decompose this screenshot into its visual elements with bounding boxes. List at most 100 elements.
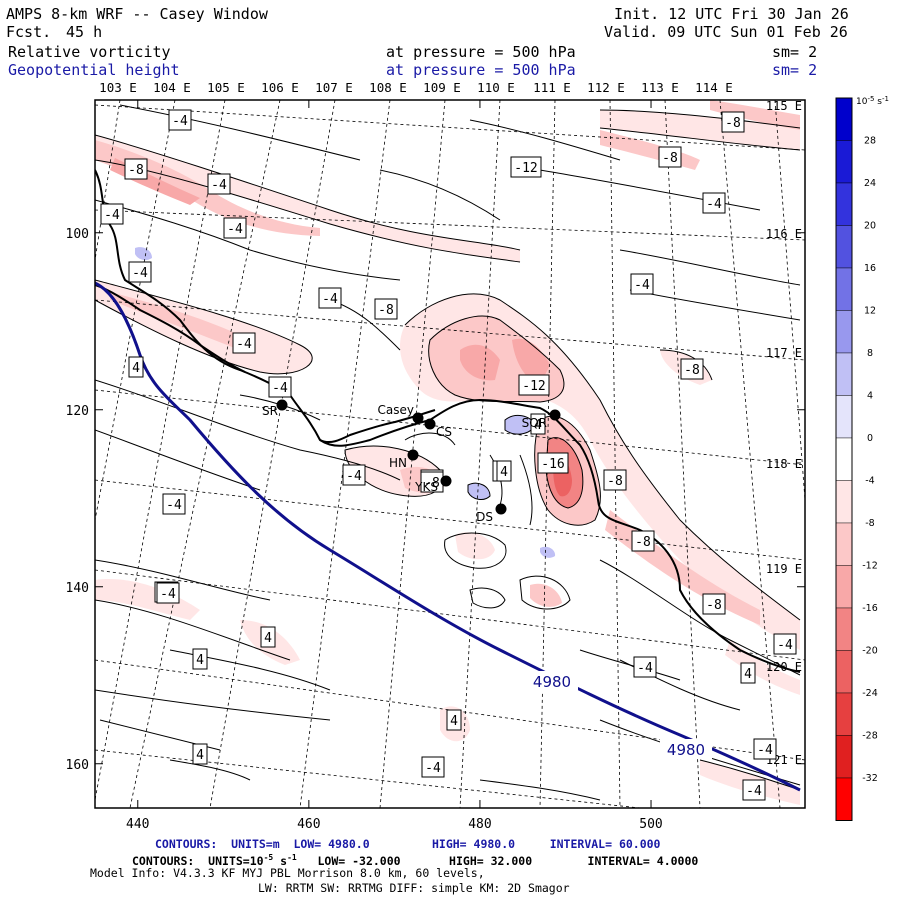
- longitude-label-top: 109 E: [423, 80, 461, 95]
- contour-label-text: -4: [637, 661, 653, 676]
- contour-label-text: -8: [128, 163, 144, 178]
- contour-label-text: -12: [522, 379, 545, 394]
- station-label: CS: [436, 425, 452, 439]
- footer-line2-low: LOW= -32.000: [317, 853, 401, 868]
- footer-line1-interval: INTERVAL= 60.000: [549, 837, 661, 851]
- contour-label-text: -4: [322, 292, 338, 307]
- contour-label-box: -4: [633, 656, 657, 678]
- contour-label-box: -8: [420, 471, 444, 493]
- footer-line2-units-exp: -5: [263, 853, 274, 862]
- footer-line1: CONTOURS: UNITS=m LOW= 4980.0 HIGH= 4980…: [155, 838, 660, 850]
- contour-label-box: 4: [446, 709, 462, 731]
- contour-label-text: -4: [746, 784, 762, 799]
- colorbar-tick-label: -32: [862, 773, 878, 784]
- longitude-label-right: 119 E: [766, 562, 802, 576]
- station-marker: [440, 475, 452, 487]
- x-tick-label: 480: [468, 817, 491, 832]
- contour-label-text: 4: [744, 667, 752, 682]
- colorbar-segment: [835, 480, 853, 524]
- contour-label-box: -4: [168, 109, 192, 131]
- colorbar-tick-label: 4: [867, 391, 873, 402]
- contour-label-box: 4: [530, 413, 546, 435]
- colorbar-segment: [835, 437, 853, 481]
- colorbar-segment: [835, 395, 853, 439]
- contour-label-text: -4: [211, 178, 227, 193]
- contour-label-box: -4: [753, 738, 777, 760]
- colorbar-segment: [835, 182, 853, 226]
- colorbar-tick-label: 12: [864, 306, 876, 317]
- plot-frame: [94, 99, 806, 809]
- contour-label-text: 4: [534, 418, 542, 433]
- field2-sm: sm= 2: [772, 61, 818, 79]
- longitude-label-right: 117 E: [766, 346, 802, 360]
- longitude-label-top: 114 E: [695, 80, 733, 95]
- footer-line2-high: HIGH= 32.000: [449, 853, 533, 868]
- contour-label-box: -8: [702, 593, 726, 615]
- contour-label-box: -12: [518, 374, 550, 396]
- colorbar-tick-label: 20: [864, 221, 876, 232]
- longitude-label-top: 103 E: [99, 80, 137, 95]
- chart-title: AMPS 8-km WRF -- Casey Window: [6, 5, 268, 23]
- contour-label-box: -4: [268, 376, 292, 398]
- contour-label-text: -4: [346, 469, 362, 484]
- footer-line2-units-exp2: -1: [287, 853, 297, 862]
- colorbar-segment: [835, 565, 853, 609]
- station-label: YKS: [414, 480, 438, 494]
- x-tick-label: 440: [126, 817, 149, 832]
- contour-label-box: -4: [223, 217, 247, 239]
- contour-label-text: -4: [236, 337, 252, 352]
- longitude-label-top: 106 E: [261, 80, 299, 95]
- longitude-label-top: 113 E: [641, 80, 679, 95]
- footer-line2-interval: INTERVAL= 4.0000: [587, 853, 699, 868]
- longitude-label-right: 116 E: [766, 227, 802, 241]
- field2-name: Geopotential height: [8, 61, 180, 79]
- colorbar-tick-label: -24: [862, 688, 878, 699]
- colorbar-tick-label: 28: [864, 136, 876, 147]
- footer-line1-high: HIGH= 4980.0: [431, 837, 516, 851]
- contour-label-text: -8: [424, 476, 440, 491]
- contour-label-text: -4: [104, 208, 120, 223]
- contour-label-text: -4: [634, 278, 650, 293]
- contour-label-box: 4: [128, 356, 144, 378]
- contour-label-text: 4: [132, 361, 140, 376]
- contour-label-box: -4: [207, 173, 231, 195]
- footer-line2-label: CONTOURS:: [132, 853, 195, 868]
- colorbar-segment: [835, 225, 853, 269]
- colorbar-frame: [835, 97, 853, 821]
- contour-label-text: -4: [425, 761, 441, 776]
- contour-label-text: -4: [757, 743, 773, 758]
- contour-label-box: -8: [374, 298, 398, 320]
- footer-line2: CONTOURS: UNITS=10-5 s-1 LOW= -32.000 HI…: [132, 852, 698, 867]
- longitude-label-top: 107 E: [315, 80, 353, 95]
- y-tick-label: 140: [66, 581, 89, 596]
- station-label: HN: [389, 456, 407, 470]
- station-marker: [495, 503, 507, 515]
- contour-label-text: -4: [160, 587, 176, 602]
- contour-label-text: -4: [272, 381, 288, 396]
- contour-label-box: -4: [100, 203, 124, 225]
- height-contour-label: 4980: [533, 673, 571, 691]
- station-marker: [424, 418, 436, 430]
- contour-label-box: -4: [128, 261, 152, 283]
- fcst-label: Fcst.: [6, 23, 52, 41]
- contour-label-box: -8: [631, 530, 655, 552]
- height-label-bg: [526, 671, 578, 691]
- station-label: Casey: [378, 403, 414, 417]
- field1-level: at pressure = 500 hPa: [386, 43, 576, 61]
- colorbar-segment: [835, 310, 853, 354]
- contour-label-text: -4: [227, 222, 243, 237]
- contour-label-box: -12: [510, 156, 542, 178]
- height-label-bg: [660, 739, 712, 759]
- field2-level: at pressure = 500 hPa: [386, 61, 576, 79]
- colorbar-segment: [835, 140, 853, 184]
- contour-label-box: -16: [537, 452, 569, 474]
- y-tick-label: 160: [66, 758, 89, 773]
- longitude-label-top: 111 E: [533, 80, 571, 95]
- contour-label-text: -4: [706, 197, 722, 212]
- longitude-label-right: 115 E: [766, 99, 802, 113]
- longitude-label-top: 104 E: [153, 80, 191, 95]
- footer-physics-info: LW: RRTM SW: RRTMG DIFF: simple KM: 2D S…: [258, 881, 570, 895]
- contour-label-text: -4: [166, 498, 182, 513]
- colorbar-tick-label: 8: [867, 348, 873, 359]
- contour-label-box: 4: [260, 626, 276, 648]
